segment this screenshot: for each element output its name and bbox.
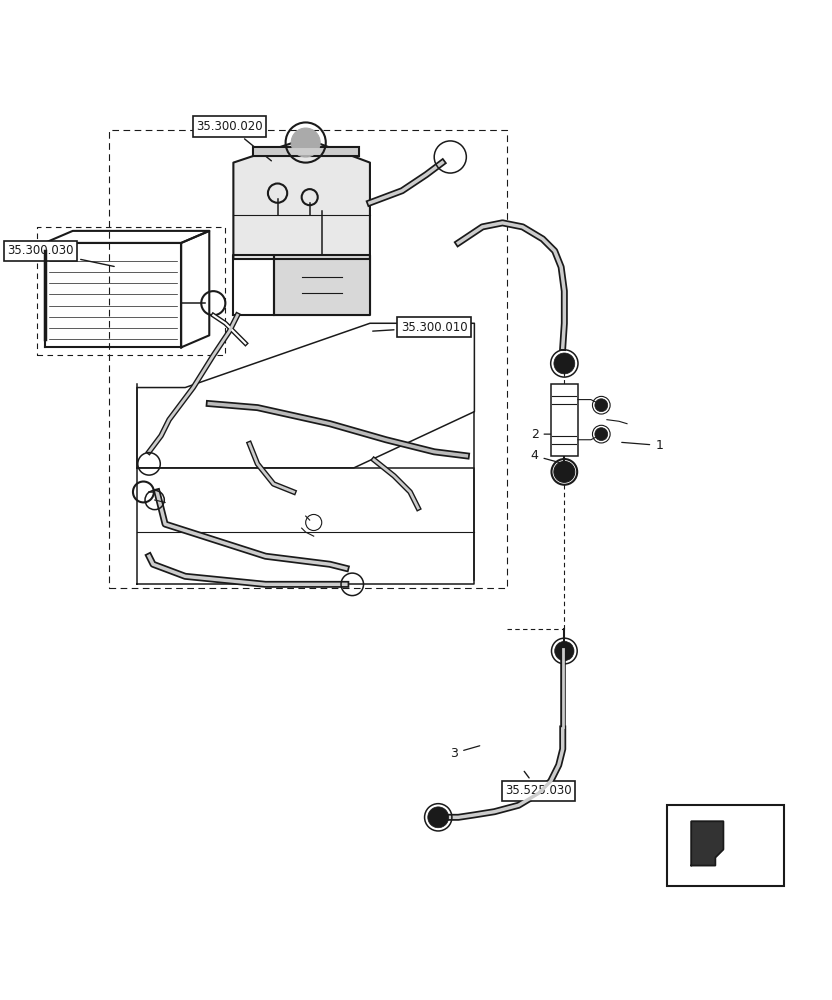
Text: 35.300.030: 35.300.030: [7, 244, 114, 266]
Polygon shape: [274, 255, 370, 315]
Circle shape: [428, 807, 448, 828]
Text: 3: 3: [450, 746, 480, 760]
Circle shape: [291, 128, 320, 157]
Text: 35.300.020: 35.300.020: [196, 120, 271, 161]
Text: 2: 2: [531, 428, 560, 441]
Circle shape: [595, 428, 607, 441]
FancyBboxPatch shape: [551, 384, 578, 456]
Circle shape: [554, 353, 575, 374]
Circle shape: [554, 461, 575, 482]
Polygon shape: [234, 139, 370, 259]
Text: 1: 1: [622, 439, 663, 452]
Circle shape: [595, 399, 607, 412]
Text: 4: 4: [531, 449, 562, 463]
Text: 35.300.010: 35.300.010: [373, 321, 468, 334]
Polygon shape: [691, 821, 723, 866]
Text: 35.525.030: 35.525.030: [505, 771, 572, 797]
FancyBboxPatch shape: [667, 805, 784, 886]
Circle shape: [555, 641, 574, 661]
